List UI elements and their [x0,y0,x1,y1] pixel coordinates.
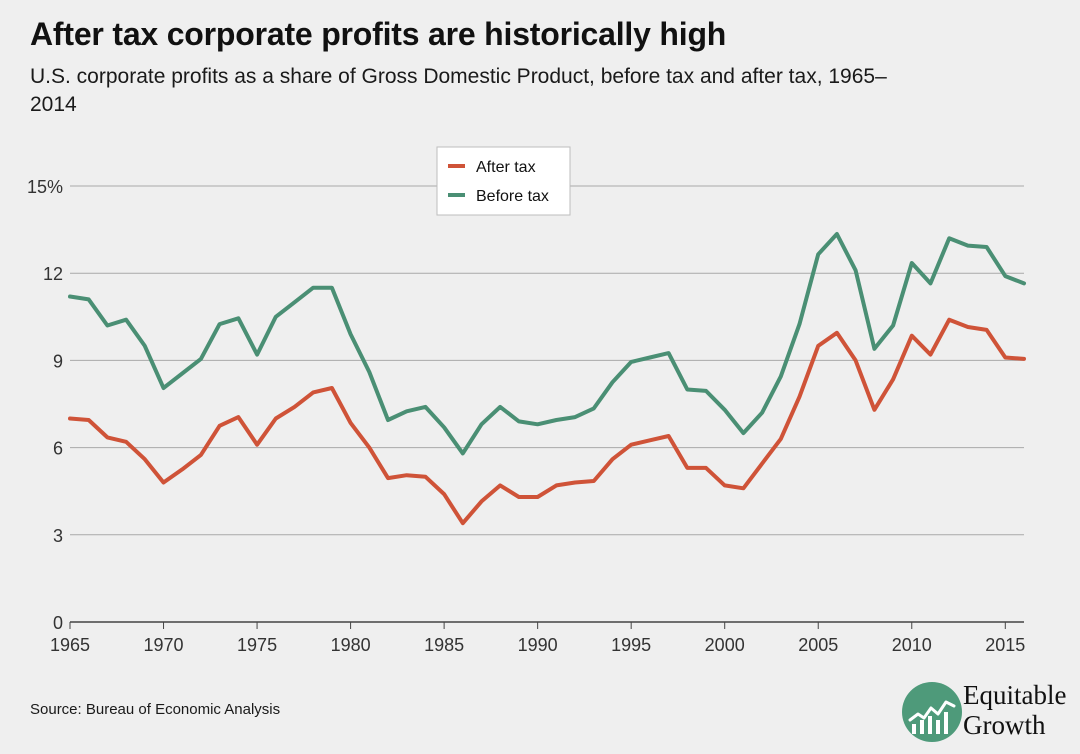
x-tick-label: 2005 [798,635,838,655]
x-tick-label: 1965 [50,635,90,655]
legend-box [436,146,571,216]
y-tick-label: 6 [53,439,63,459]
y-tick-label: 0 [53,613,63,633]
chart-subtitle: U.S. corporate profits as a share of Gro… [30,65,887,116]
grid-lines [70,185,1024,623]
x-tick-label: 1990 [518,635,558,655]
y-tick-label: 9 [53,351,63,371]
series-lines [68,232,1026,526]
x-tick-label: 1980 [331,635,371,655]
legend: After tax Before tax [436,146,571,216]
x-tick-label: 2015 [985,635,1025,655]
equitable-growth-logo[interactable]: Equitable Growth [900,678,1075,746]
logo-mark-icon [902,682,962,742]
logo-text-line-2: Growth [963,710,1046,740]
legend-label-before-tax: Before tax [476,188,549,205]
chart-title: After tax corporate profits are historic… [30,16,727,52]
series-line-before-tax [68,232,1026,456]
x-tick-label: 2000 [705,635,745,655]
legend-label-after-tax: After tax [476,159,536,176]
axes: 0 3 6 9 12 15% 1965 1970 1975 1980 1985 1990 1995 200… [27,177,1025,655]
logo-text-line-1: Equitable [963,680,1067,710]
series-line-after-tax [68,317,1026,526]
source-note: Source: Bureau of Economic Analysis [30,701,281,718]
x-tick-label: 1970 [144,635,184,655]
x-tick-label: 1975 [237,635,277,655]
x-tick-label: 1995 [611,635,651,655]
y-tick-label: 12 [43,264,63,284]
x-tick-label: 2010 [892,635,932,655]
y-tick-label: 15% [27,177,63,197]
y-tick-label: 3 [53,526,63,546]
x-tick-label: 1985 [424,635,464,655]
